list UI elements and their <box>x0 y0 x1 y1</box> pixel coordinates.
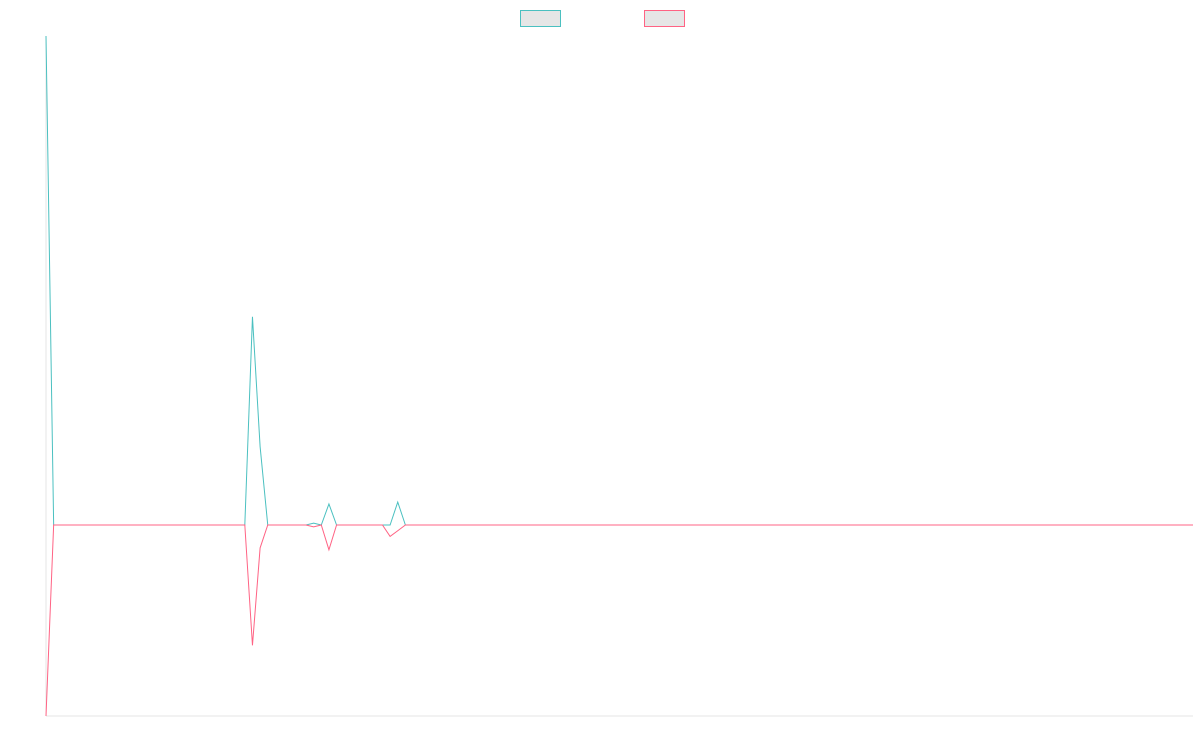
legend-swatch-2[interactable] <box>644 10 685 27</box>
legend[interactable] <box>520 10 685 27</box>
series-line-2 <box>45 524 1193 717</box>
axes <box>45 36 1193 717</box>
legend-swatch-1[interactable] <box>520 10 561 27</box>
series-layer <box>45 35 1193 717</box>
series-line-1 <box>45 35 1193 526</box>
